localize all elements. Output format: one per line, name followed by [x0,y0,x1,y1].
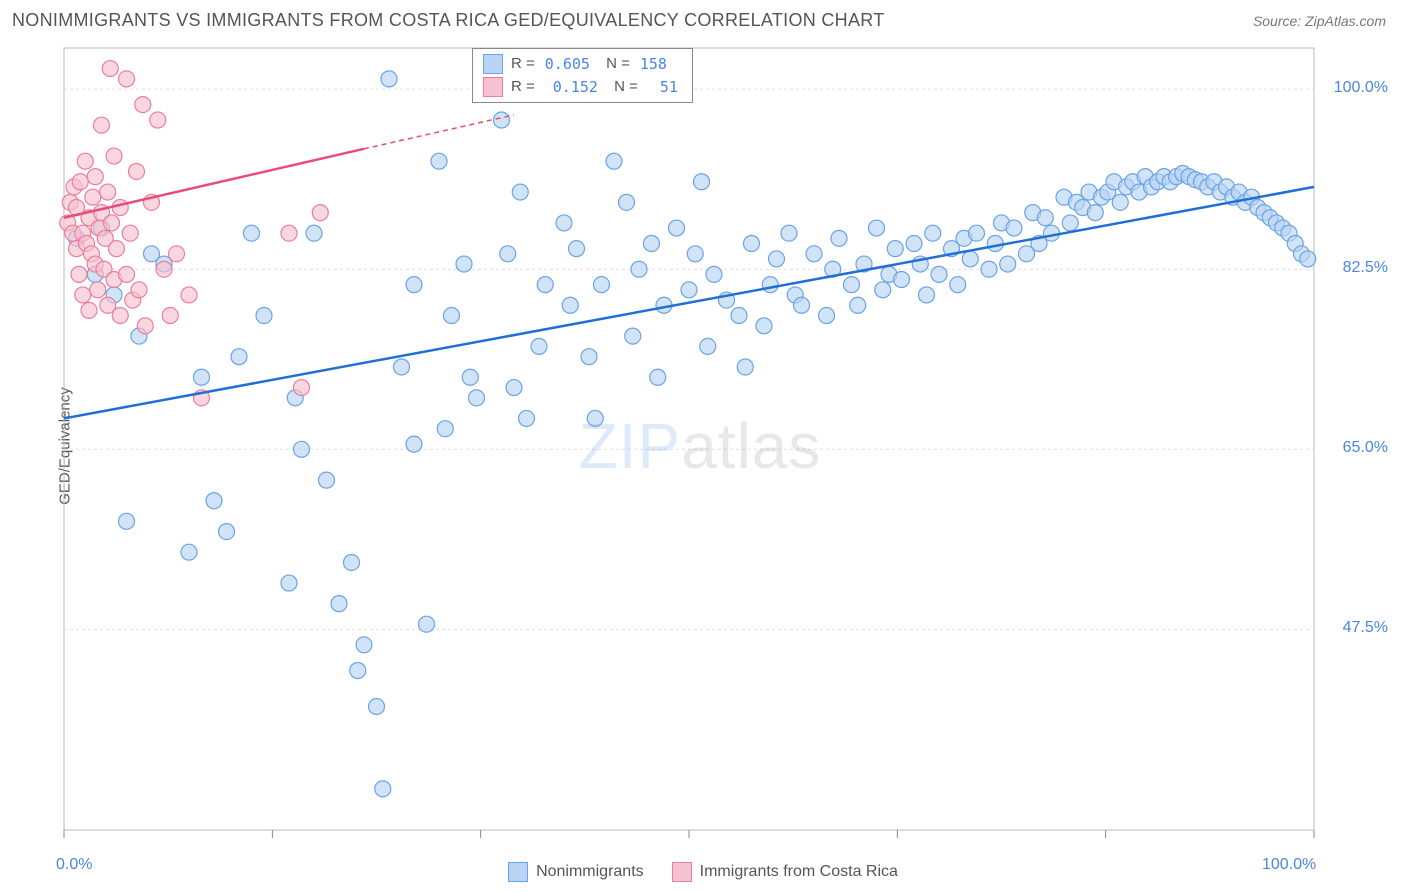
source-attribution: Source: ZipAtlas.com [1253,13,1386,29]
y-tick-label: 100.0% [1334,79,1388,97]
swatch-nonimmigrants [483,54,503,74]
r-value-0: 0.605 [543,53,594,76]
n-value-1: 51 [646,76,682,99]
legend-item-nonimmigrants: Nonimmigrants [508,862,644,882]
stats-row-nonimmigrants: R = 0.605 N = 158 [483,53,682,76]
legend-label-0: Nonimmigrants [536,863,644,881]
stats-legend: R = 0.605 N = 158 R = 0.152 N = 51 [472,48,693,103]
chart-title: NONIMMIGRANTS VS IMMIGRANTS FROM COSTA R… [12,10,885,31]
scatter-plot [56,44,1388,848]
stats-row-immigrants: R = 0.152 N = 51 [483,76,682,99]
r-value-1: 0.152 [543,76,602,99]
y-tick-label: 47.5% [1343,619,1388,637]
legend-label-1: Immigrants from Costa Rica [700,863,898,881]
y-tick-label: 82.5% [1343,259,1388,277]
legend-item-immigrants: Immigrants from Costa Rica [672,862,898,882]
n-value-0: 158 [638,53,671,76]
chart-area: GED/Equivalency ZIPatlas R = 0.605 N = 1… [12,44,1388,848]
y-tick-label: 65.0% [1343,439,1388,457]
bottom-legend: Nonimmigrants Immigrants from Costa Rica [0,862,1406,882]
legend-swatch-1 [672,862,692,882]
swatch-immigrants [483,77,503,97]
legend-swatch-0 [508,862,528,882]
